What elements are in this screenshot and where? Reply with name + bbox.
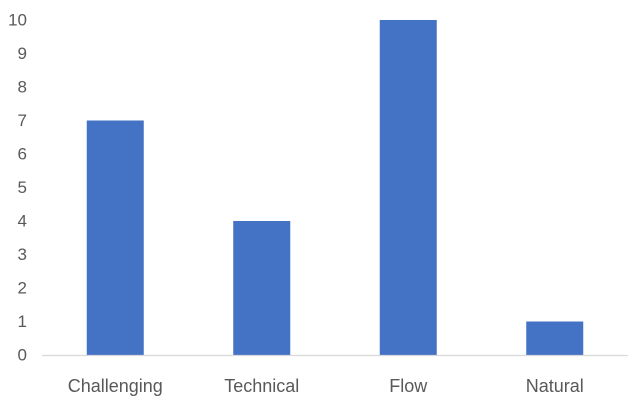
y-tick-label: 1 xyxy=(18,312,27,331)
y-tick-label: 8 xyxy=(18,78,27,97)
bar-challenging xyxy=(86,120,144,355)
y-tick-label: 3 xyxy=(18,245,27,264)
x-category-label: Flow xyxy=(389,376,428,396)
x-category-label: Natural xyxy=(526,376,584,396)
x-category-label: Technical xyxy=(224,376,299,396)
bar-series xyxy=(86,20,584,355)
y-tick-label: 2 xyxy=(18,279,27,298)
bar-technical xyxy=(233,221,291,355)
bar-flow xyxy=(379,20,437,355)
y-tick-label: 7 xyxy=(18,111,27,130)
y-tick-label: 5 xyxy=(18,178,27,197)
x-axis-category-labels: Challenging Technical Flow Natural xyxy=(68,376,584,396)
y-tick-label: 0 xyxy=(18,346,27,365)
y-tick-label: 4 xyxy=(18,212,27,231)
y-tick-label: 9 xyxy=(18,44,27,63)
bar-natural xyxy=(526,321,584,355)
y-tick-label: 6 xyxy=(18,145,27,164)
x-category-label: Challenging xyxy=(68,376,163,396)
y-tick-label: 10 xyxy=(8,11,27,30)
y-axis-tick-labels: 0 1 2 3 4 5 6 7 8 9 10 xyxy=(8,11,27,365)
